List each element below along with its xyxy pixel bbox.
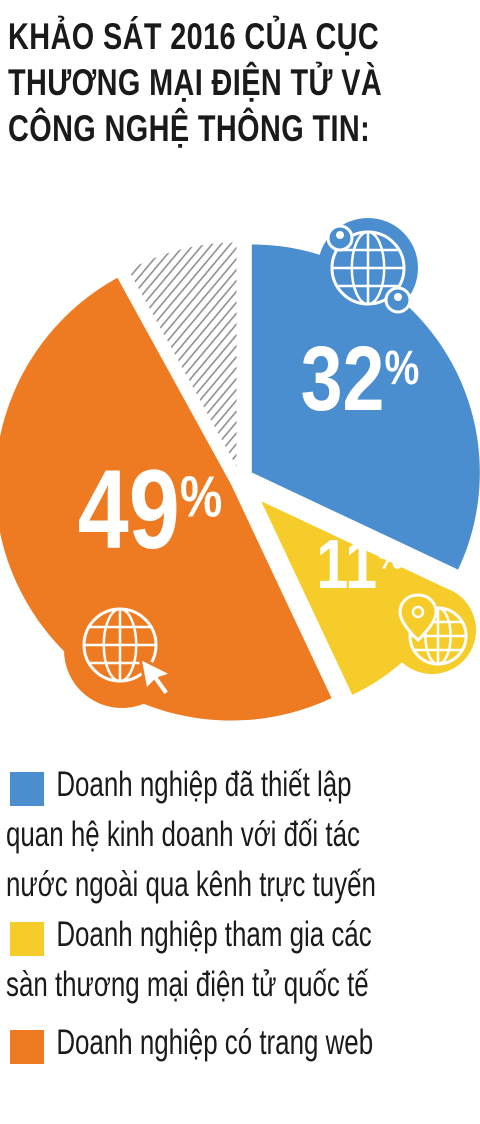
network-globe-icon [318,218,418,318]
location-globe-icon [388,586,476,674]
legend-swatch-orange [10,1030,44,1064]
data-label-0: 32% [301,327,420,430]
slice-gray [128,242,237,467]
web-cursor-icon [64,592,180,708]
legend-text-2: Doanh nghiệp tham gia các sàn thương mại… [6,910,372,1010]
pie-chart: 32% 11% 49% [0,218,480,721]
legend-3-line-1: Doanh nghiệp có trang web [56,1023,374,1062]
data-label-1: 11% [316,525,403,604]
legend-swatch-blue [10,772,44,806]
title-line-3: CÔNG NGHỆ THÔNG TIN: [8,108,371,149]
data-label-2: 49% [78,446,223,572]
legend-1-line-3: nước ngoài qua kênh trực tuyến [6,865,376,904]
chart-title: KHẢO SÁT 2016 CỦA CỤC THƯƠNG MẠI ĐIỆN TỬ… [8,14,383,152]
slice-blue [251,244,480,570]
legend-1-line-1: Doanh nghiệp đã thiết lập [56,765,352,804]
legend-1-line-2: quan hệ kinh doanh với đối tác [6,815,360,854]
title-line-1: KHẢO SÁT 2016 CỦA CỤC [8,16,380,57]
legend-swatch-yellow [10,922,44,956]
legend-text-3: Doanh nghiệp có trang web [6,1018,373,1068]
legend-text-1: Doanh nghiệp đã thiết lập quan hệ kinh d… [6,760,376,910]
legend-2-line-2: sàn thương mại điện tử quốc tế [6,965,369,1004]
title-line-2: THƯƠNG MẠI ĐIỆN TỬ VÀ [8,62,383,103]
legend-2-line-1: Doanh nghiệp tham gia các [56,915,372,954]
